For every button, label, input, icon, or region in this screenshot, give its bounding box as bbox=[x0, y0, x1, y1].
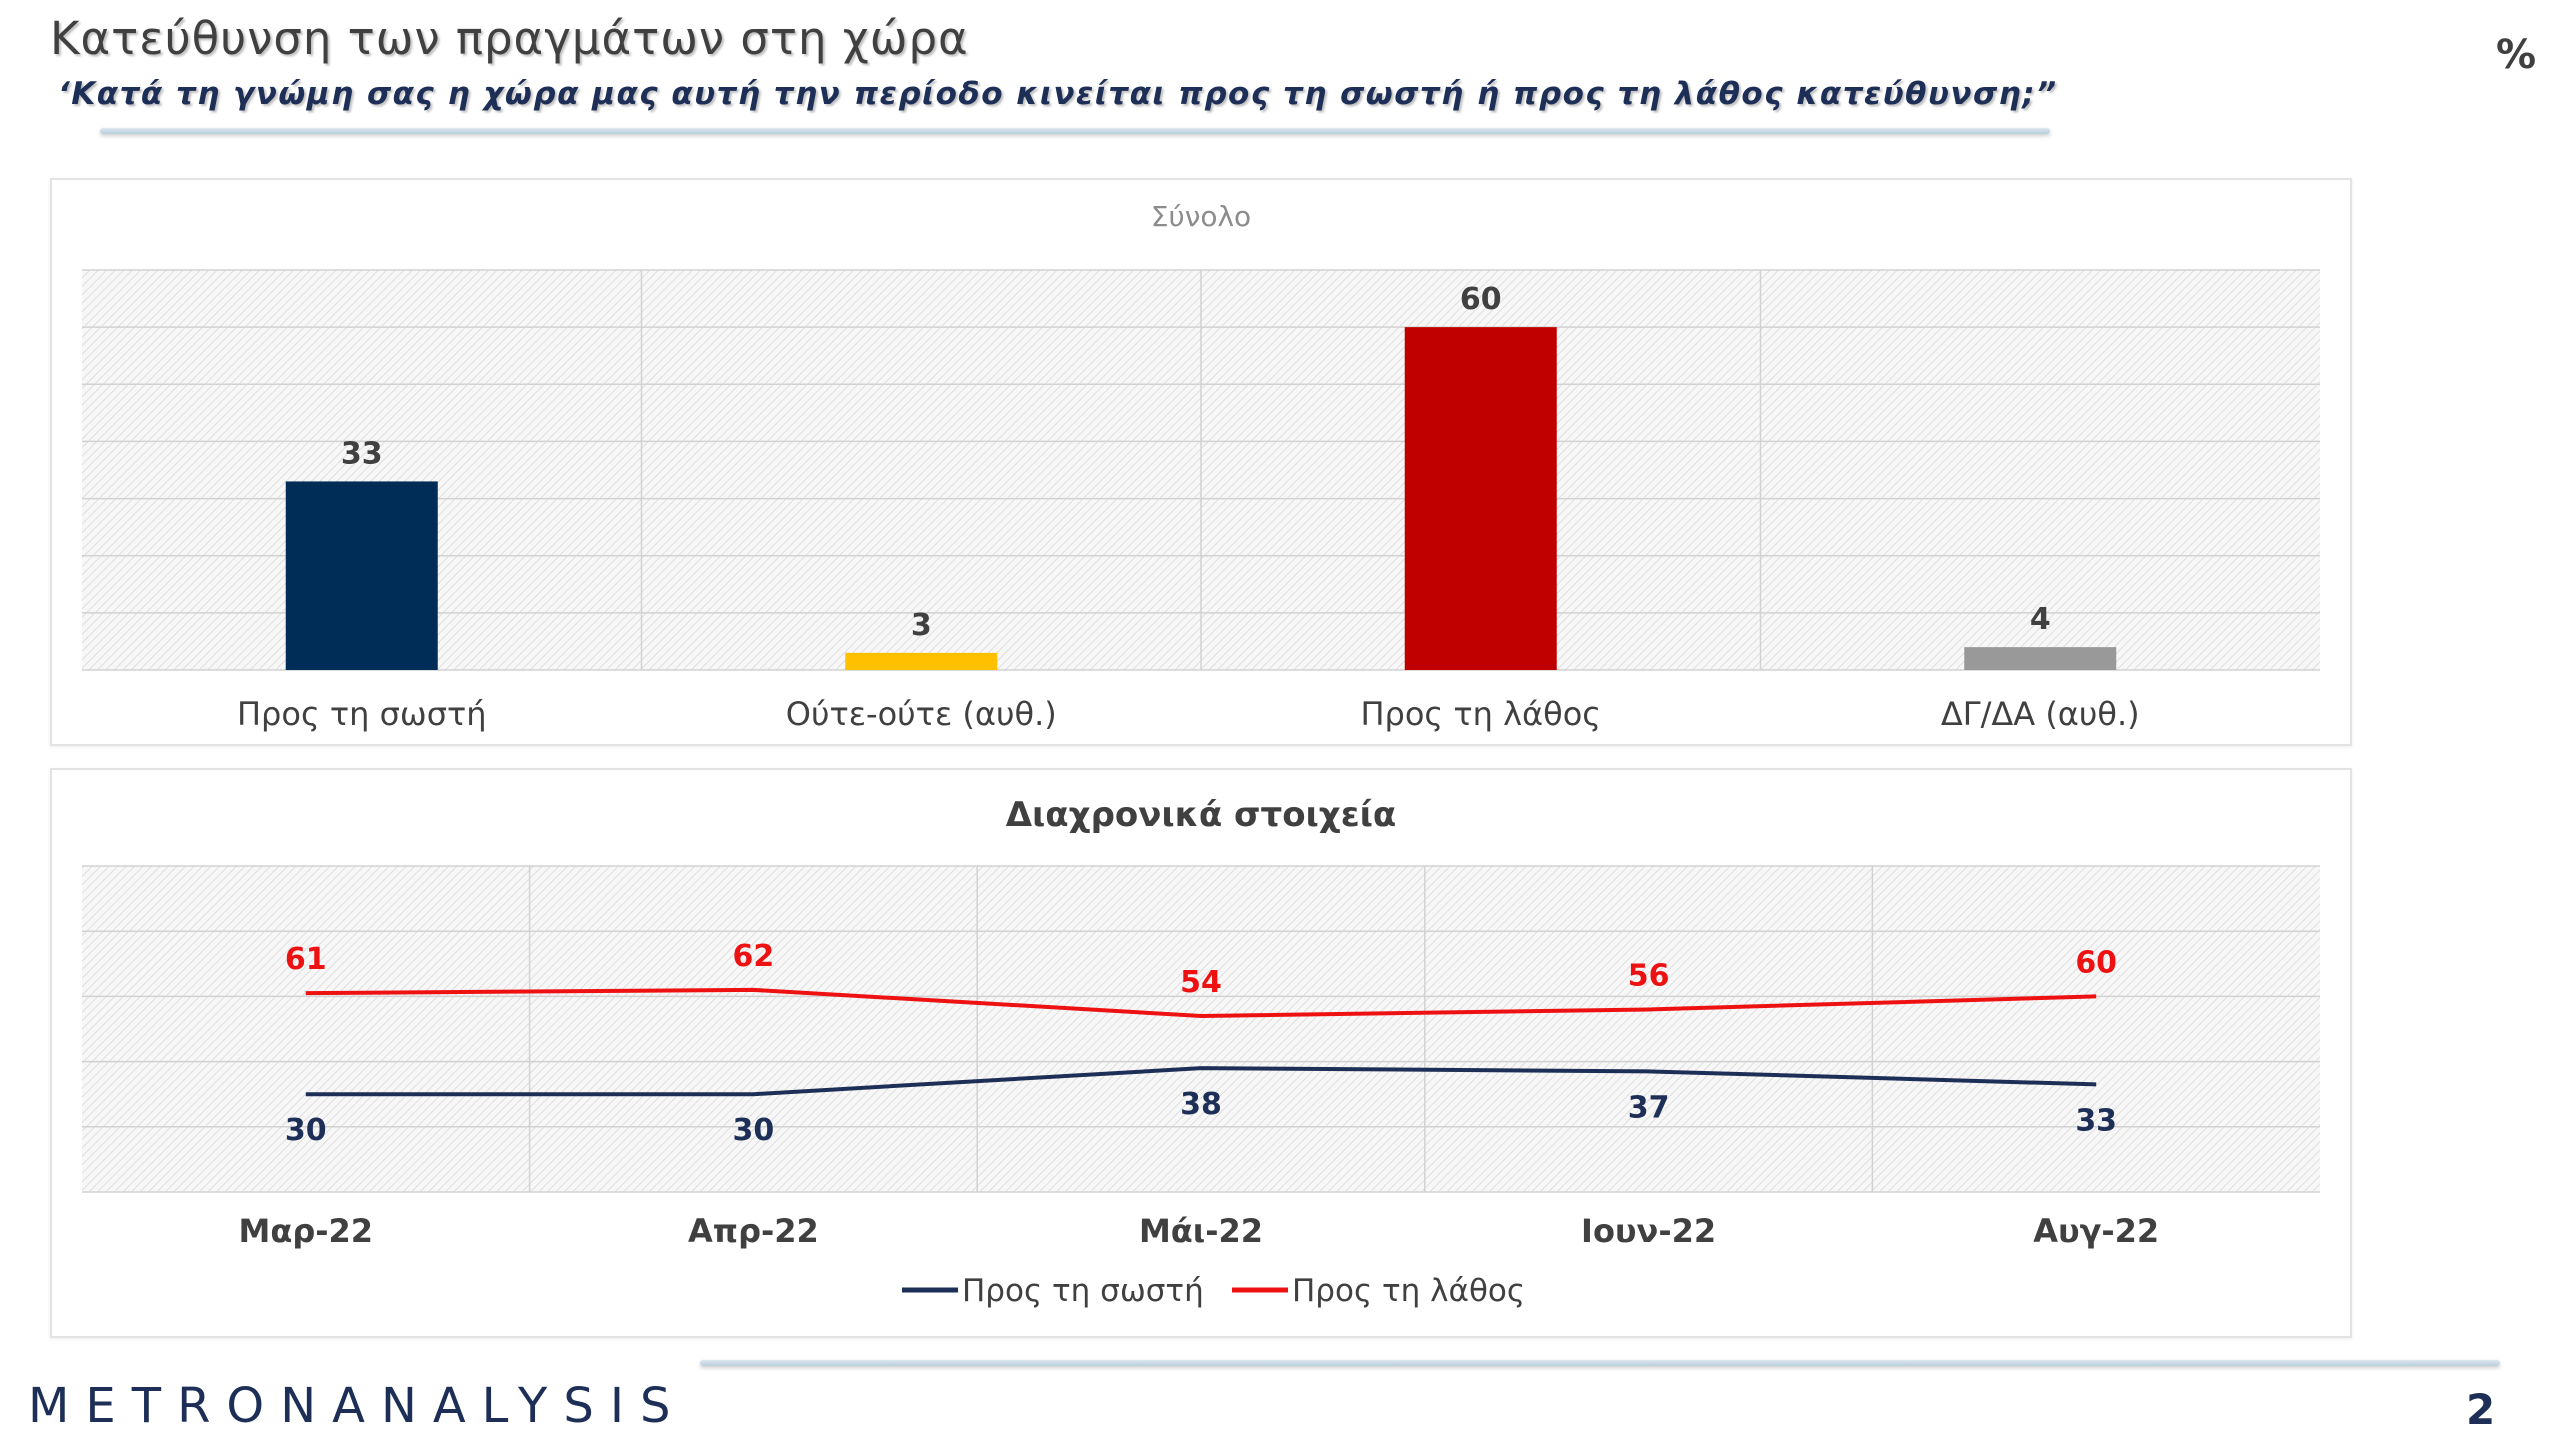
legend-label: Προς τη λάθος bbox=[1292, 1273, 1525, 1309]
x-tick-label: Αυγ-22 bbox=[2033, 1212, 2159, 1250]
bar-chart: Σύνολο 33 Προς τη σωστή 3 Ούτε-ούτε (αυθ.) 60… bbox=[82, 200, 2320, 733]
legend-label: Προς τη σωστή bbox=[962, 1273, 1204, 1309]
category-label: Προς τη λάθος bbox=[1360, 695, 1601, 733]
data-label: 61 bbox=[285, 942, 327, 977]
data-label: 30 bbox=[285, 1113, 327, 1148]
bar-value-label: 60 bbox=[1460, 282, 1502, 317]
data-label: 33 bbox=[2075, 1103, 2117, 1138]
bar bbox=[1404, 327, 1557, 670]
metronanalysis-logo: METRONANALYSIS bbox=[28, 1378, 687, 1434]
category-label: ΔΓ/ΔΑ (αυθ.) bbox=[1941, 695, 2140, 733]
unit-label: % bbox=[2496, 32, 2537, 78]
plot-area bbox=[82, 866, 2320, 1192]
data-label: 37 bbox=[1628, 1090, 1670, 1125]
line-chart-panel: Διαχρονικά στοιχεία Μαρ-22 Απρ-22 Μάι-22 Ιου… bbox=[50, 768, 2352, 1338]
data-label: 62 bbox=[733, 939, 775, 974]
category-label: Ούτε-ούτε (αυθ.) bbox=[786, 695, 1057, 733]
line-chart: Διαχρονικά στοιχεία Μαρ-22 Απρ-22 Μάι-22 Ιου… bbox=[82, 795, 2320, 1309]
data-label: 38 bbox=[1180, 1087, 1222, 1122]
series-line-wrong bbox=[305, 987, 2097, 1018]
data-label: 60 bbox=[2075, 945, 2117, 980]
page-title: Κατεύθυνση των πραγμάτων στη χώρα bbox=[50, 12, 969, 65]
x-tick-label: Ιουν-22 bbox=[1581, 1212, 1716, 1250]
x-tick-label: Απρ-22 bbox=[688, 1212, 819, 1250]
bar-chart-panel: Σύνολο 33 Προς τη σωστή 3 Ούτε-ούτε (αυθ.) 60… bbox=[50, 178, 2352, 746]
data-label: 56 bbox=[1628, 958, 1670, 993]
bar bbox=[285, 481, 438, 670]
series-line-correct bbox=[305, 1066, 2097, 1097]
page-subtitle: ‘Κατά τη γνώμη σας η χώρα μας αυτή την π… bbox=[58, 76, 2058, 112]
title-underline bbox=[100, 128, 2050, 134]
bar-value-label: 3 bbox=[911, 608, 932, 643]
bar-value-label: 4 bbox=[2030, 602, 2051, 637]
chart-title: Σύνολο bbox=[1151, 200, 1251, 233]
chart-title: Διαχρονικά στοιχεία bbox=[1006, 795, 1397, 835]
data-label: 30 bbox=[733, 1113, 775, 1148]
x-tick-label: Μαρ-22 bbox=[239, 1212, 374, 1250]
x-tick-label: Μάι-22 bbox=[1139, 1212, 1263, 1250]
data-label: 54 bbox=[1180, 965, 1222, 1000]
footer-rule bbox=[700, 1360, 2500, 1366]
bar bbox=[1964, 647, 2117, 670]
bar-value-label: 33 bbox=[341, 436, 383, 471]
category-label: Προς τη σωστή bbox=[237, 695, 487, 733]
page-number: 2 bbox=[2466, 1385, 2496, 1434]
bar bbox=[845, 652, 998, 670]
